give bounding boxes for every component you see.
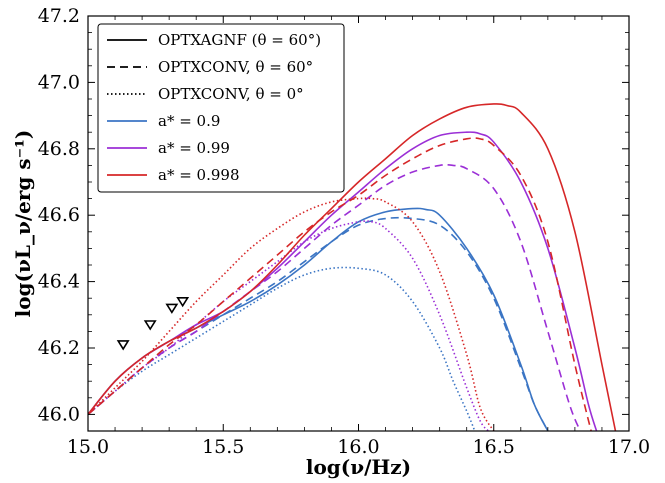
legend-label-3: a* = 0.9 <box>158 112 220 130</box>
legend-label-2: OPTXCONV, θ = 0° <box>158 85 304 103</box>
upper-limit-marker-3 <box>176 296 190 308</box>
marker-layer <box>116 296 190 351</box>
tick-layer: 15.0 15.5 16.0 16.5 17.0 46.0 46.2 46.4 46.6 46.8… <box>38 5 650 458</box>
series-line-7 <box>88 137 592 431</box>
y-tick-label-3: 46.6 <box>38 204 80 226</box>
x-tick-label-2: 16.0 <box>337 436 379 458</box>
upper-limit-marker-0 <box>116 340 130 351</box>
x-tick-label-1: 15.5 <box>202 436 244 458</box>
series-line-4 <box>88 163 582 431</box>
series-line-3 <box>88 131 598 431</box>
y-tick-label-0: 46.0 <box>38 403 80 425</box>
legend-label-4: a* = 0.99 <box>158 139 230 157</box>
x-tick-label-3: 16.5 <box>473 436 515 458</box>
legend-label-1: OPTXCONV, θ = 60° <box>158 58 313 76</box>
series-line-6 <box>88 103 617 431</box>
y-tick-label-1: 46.2 <box>38 337 80 359</box>
legend-label-5: a* = 0.998 <box>158 166 240 184</box>
legend: OPTXAGNF (θ = 60°) OPTXCONV, θ = 60° OPTXC… <box>97 23 345 193</box>
y-tick-label-6: 47.2 <box>38 5 80 27</box>
y-axis-label: log(νL_ν/erg s⁻¹) <box>11 130 35 318</box>
upper-limit-marker-1 <box>143 320 157 331</box>
legend-frame <box>97 23 345 193</box>
y-tick-label-2: 46.4 <box>38 271 80 293</box>
y-tick-label-5: 47.0 <box>38 71 80 93</box>
x-tick-label-0: 15.0 <box>67 436 109 458</box>
y-tick-label-4: 46.8 <box>38 138 80 160</box>
x-axis-label: log(ν/Hz) <box>306 455 411 479</box>
upper-limit-marker-2 <box>165 303 179 314</box>
legend-label-0: OPTXAGNF (θ = 60°) <box>158 31 321 49</box>
series-line-2 <box>88 266 476 431</box>
series-layer <box>88 103 617 431</box>
x-tick-label-4: 17.0 <box>608 436 650 458</box>
